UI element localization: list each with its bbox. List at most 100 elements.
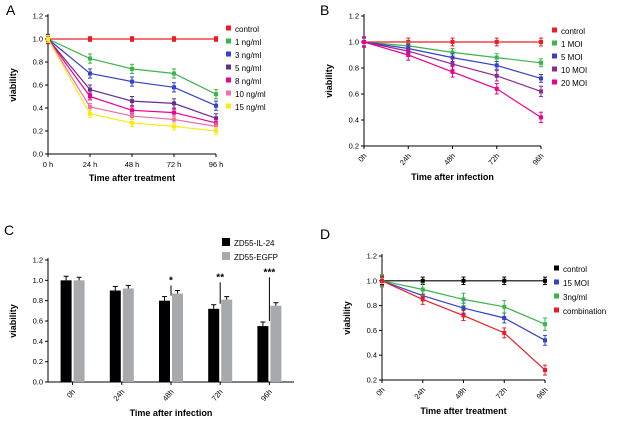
panel-d: D 0.2 0.4 0.6 0.8 1.0 1.2 0h 24h 48h 72h 96h Time a…: [320, 222, 641, 444]
svg-text:control: control: [235, 25, 259, 34]
svg-text:*: *: [169, 275, 173, 286]
series-15-ng-ml: [46, 35, 218, 135]
svg-text:ZD55-EGFP: ZD55-EGFP: [234, 253, 278, 262]
svg-text:0.6: 0.6: [33, 81, 43, 90]
svg-text:48h: 48h: [161, 388, 176, 403]
svg-text:48h: 48h: [442, 152, 457, 167]
panel-b-label: B: [320, 2, 330, 18]
svg-text:0.2: 0.2: [367, 376, 377, 385]
svg-text:1.2: 1.2: [367, 252, 377, 261]
svg-text:0h: 0h: [65, 388, 77, 400]
svg-text:0.6: 0.6: [367, 326, 377, 335]
svg-text:0.0: 0.0: [33, 378, 43, 387]
svg-text:72 h: 72 h: [167, 160, 182, 169]
axes: [45, 258, 294, 385]
svg-text:3ng/ml: 3ng/ml: [563, 293, 587, 302]
svg-text:8 ng/ml: 8 ng/ml: [235, 77, 261, 86]
svg-text:0.2: 0.2: [33, 357, 43, 366]
svg-text:5 MOI: 5 MOI: [561, 53, 583, 62]
panel-b-chart: 0.2 0.4 0.6 0.8 1.0 1.2 0h 24h 48h 72h 96h Time aft…: [324, 12, 587, 183]
svg-text:0h: 0h: [356, 152, 368, 164]
svg-text:0.8: 0.8: [33, 58, 43, 67]
svg-text:1.0: 1.0: [33, 276, 43, 285]
svg-text:0.2: 0.2: [33, 127, 43, 136]
svg-text:10 MOI: 10 MOI: [561, 66, 587, 75]
svg-text:combination: combination: [563, 307, 606, 316]
series-control: [46, 36, 218, 42]
svg-text:Time after treatment: Time after treatment: [420, 406, 506, 416]
svg-text:1 ng/ml: 1 ng/ml: [235, 38, 261, 47]
svg-text:0h: 0h: [374, 386, 386, 398]
svg-text:1.2: 1.2: [349, 12, 359, 21]
svg-text:48 h: 48 h: [125, 160, 140, 169]
svg-text:96h: 96h: [531, 152, 546, 167]
panel-c-chart: 0.0 0.2 0.4 0.6 0.8 1.0 1.2 0h 24h 48h 72h 96h Time …: [8, 238, 294, 418]
svg-text:ZD55-IL-24: ZD55-IL-24: [234, 239, 275, 248]
svg-text:0.2: 0.2: [349, 142, 359, 151]
bars: [60, 275, 282, 382]
svg-text:24h: 24h: [398, 152, 413, 167]
svg-text:0.8: 0.8: [33, 296, 43, 305]
series-20-moi: [362, 36, 543, 124]
tick-labels: 0.0 0.2 0.4 0.6 0.8 1.0 1.2 0h 24h 48h 72h 96h: [33, 256, 274, 403]
legend: ZD55-IL-24 ZD55-EGFP: [222, 238, 278, 262]
axes: [361, 14, 542, 149]
svg-text:viability: viability: [8, 68, 18, 102]
tick-labels: 0.0 0.2 0.4 0.6 0.8 1.0 1.2 0 h 24 h 48 h 72 h 96 h: [33, 12, 224, 170]
svg-text:0.8: 0.8: [367, 301, 377, 310]
panel-b: B 0.2 0.4 0.6 0.8 1.0 1.2 0h 24h 48h 72h 96h Time a…: [320, 0, 641, 200]
series-control: [380, 276, 547, 286]
svg-text:48h: 48h: [453, 386, 468, 401]
axis-titles: Time after infection viability: [8, 304, 212, 418]
svg-text:0.6: 0.6: [33, 317, 43, 326]
axes: [379, 254, 546, 383]
svg-text:viability: viability: [8, 304, 18, 338]
axis-titles: Time after infection viability: [324, 64, 494, 182]
panel-a-label: A: [6, 2, 16, 18]
svg-text:24h: 24h: [412, 386, 427, 401]
svg-text:96h: 96h: [535, 386, 550, 401]
svg-text:control: control: [563, 265, 587, 274]
svg-text:**: **: [216, 272, 224, 283]
svg-text:0.4: 0.4: [349, 116, 359, 125]
svg-text:0.8: 0.8: [349, 64, 359, 73]
axis-titles: Time after treatment viability: [342, 301, 507, 416]
svg-text:1.0: 1.0: [33, 35, 43, 44]
svg-text:96 h: 96 h: [209, 160, 224, 169]
series-1-ng-ml: [46, 33, 218, 100]
series-combination: [380, 275, 547, 376]
svg-text:1.2: 1.2: [33, 12, 43, 21]
svg-text:0.4: 0.4: [33, 337, 43, 346]
legend: control 15 MOI 3ng/ml combination: [554, 265, 606, 316]
svg-text:0.4: 0.4: [33, 104, 43, 113]
svg-text:10 ng/ml: 10 ng/ml: [235, 90, 266, 99]
svg-text:3 ng/ml: 3 ng/ml: [235, 51, 261, 60]
svg-text:1.0: 1.0: [367, 276, 377, 285]
svg-text:Time after treatment: Time after treatment: [89, 173, 175, 183]
svg-text:0.6: 0.6: [349, 90, 359, 99]
panel-a-chart: 0.0 0.2 0.4 0.6 0.8 1.0 1.2 0 h 24 h 48 h 72 h 96 h…: [8, 12, 266, 184]
tick-labels: 0.2 0.4 0.6 0.8 1.0 1.2 0h 24h 48h 72h 96h: [367, 252, 550, 401]
svg-text:viability: viability: [342, 301, 352, 335]
svg-text:72h: 72h: [486, 152, 501, 167]
svg-text:0.0: 0.0: [33, 150, 43, 159]
significance-marks: * ** ***: [169, 267, 275, 322]
svg-text:control: control: [561, 27, 585, 36]
panel-c-label: C: [4, 222, 15, 238]
svg-text:1.2: 1.2: [33, 256, 43, 265]
svg-text:5 ng/ml: 5 ng/ml: [235, 64, 261, 73]
legend: control 1 MOI 5 MOI 10 MOI 20 MOI: [552, 27, 587, 88]
svg-text:72h: 72h: [494, 386, 509, 401]
svg-text:20 MOI: 20 MOI: [561, 79, 587, 88]
panel-d-chart: 0.2 0.4 0.6 0.8 1.0 1.2 0h 24h 48h 72h 96h Time aft…: [342, 252, 606, 417]
axes: [45, 14, 217, 157]
tick-labels: 0.2 0.4 0.6 0.8 1.0 1.2 0h 24h 48h 72h 96h: [349, 12, 546, 167]
legend: control 1 ng/ml 3 ng/ml 5 ng/ml 8 ng/ml 10 ng…: [226, 25, 266, 112]
svg-text:15 MOI: 15 MOI: [563, 279, 589, 288]
svg-text:1.0: 1.0: [349, 38, 359, 47]
svg-text:24h: 24h: [111, 388, 126, 403]
svg-text:72h: 72h: [210, 388, 225, 403]
panel-c: C 0.0 0.2 0.4 0.6 0.8 1.0 1.2 0h 24h 48h 72h 96h Tim…: [0, 222, 320, 444]
svg-text:Time after infection: Time after infection: [411, 172, 494, 182]
